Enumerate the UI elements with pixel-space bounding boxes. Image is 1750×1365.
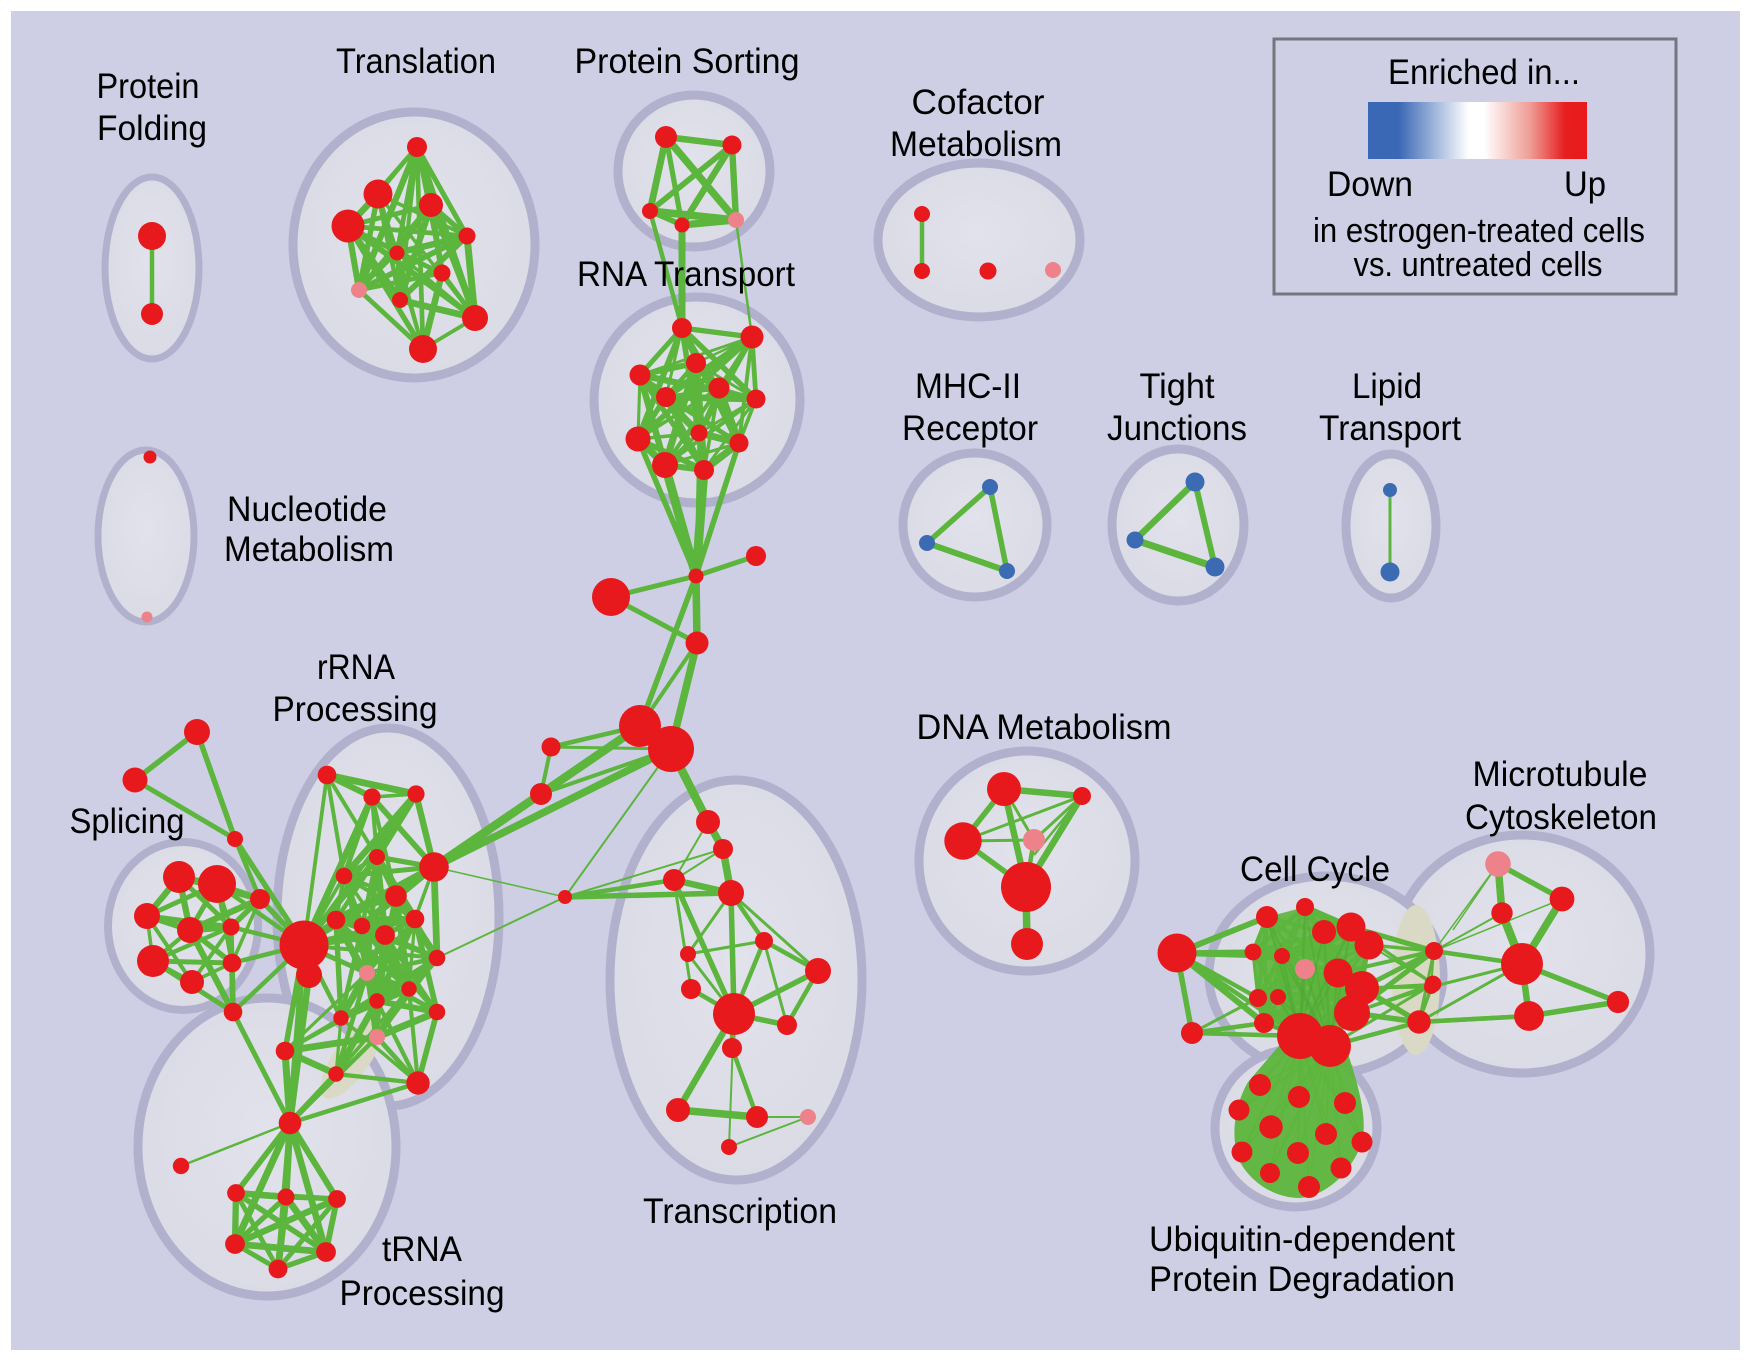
svg-text:Splicing: Splicing [70,802,185,841]
svg-text:vs. untreated cells: vs. untreated cells [1354,246,1603,284]
svg-text:Translation: Translation [336,42,496,81]
svg-text:Receptor: Receptor [902,409,1038,448]
svg-text:Transcription: Transcription [643,1192,837,1231]
svg-text:Metabolism: Metabolism [890,125,1062,164]
svg-text:Metabolism: Metabolism [224,530,394,569]
svg-text:Ubiquitin-dependent: Ubiquitin-dependent [1149,1220,1455,1259]
svg-text:Nucleotide: Nucleotide [227,490,387,529]
svg-text:Microtubule: Microtubule [1473,755,1648,794]
svg-text:DNA Metabolism: DNA Metabolism [917,708,1172,747]
svg-text:Protein Degradation: Protein Degradation [1149,1260,1455,1299]
svg-text:in estrogen-treated cells: in estrogen-treated cells [1313,212,1645,250]
svg-text:Cell Cycle: Cell Cycle [1240,850,1390,889]
svg-text:Tight: Tight [1140,367,1215,406]
svg-text:Cofactor: Cofactor [912,83,1045,122]
svg-text:Processing: Processing [340,1274,505,1313]
svg-text:Protein Sorting: Protein Sorting [575,42,800,81]
svg-text:Protein: Protein [97,67,200,106]
svg-text:Lipid: Lipid [1352,367,1422,406]
svg-text:Junctions: Junctions [1107,409,1247,448]
svg-text:Transport: Transport [1319,409,1461,448]
svg-text:RNA Transport: RNA Transport [577,255,795,294]
svg-text:rRNA: rRNA [317,648,396,687]
svg-text:Processing: Processing [273,690,438,729]
svg-text:tRNA: tRNA [382,1230,463,1269]
svg-text:Up: Up [1564,165,1606,204]
svg-text:Cytoskeleton: Cytoskeleton [1465,798,1657,837]
svg-text:Folding: Folding [97,109,207,148]
svg-text:MHC-II: MHC-II [915,367,1021,406]
svg-text:Enriched in...: Enriched in... [1388,53,1580,92]
svg-text:Down: Down [1327,165,1413,204]
